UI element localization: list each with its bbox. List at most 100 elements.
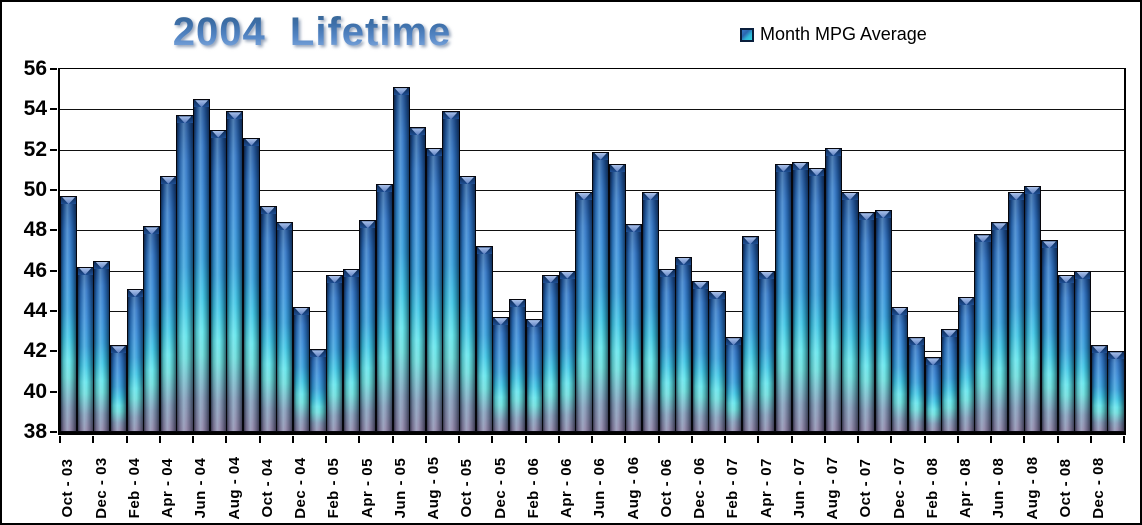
x-tick [724,436,726,443]
x-tick-label: Aug - 08 [1023,456,1041,520]
x-tick-label: Feb - 06 [524,457,542,519]
x-tick-label: Feb - 08 [923,457,941,519]
bar [326,274,344,432]
y-tick [50,108,57,111]
x-tick-label: Apr - 07 [757,458,775,518]
legend-series-label: Month MPG Average [760,24,927,44]
bar [375,183,394,432]
bar [159,175,177,432]
x-tick [624,436,627,443]
y-tick-label: 44 [23,299,47,322]
bar [957,296,975,432]
x-tick-label: Feb - 07 [724,457,742,519]
x-tick [424,436,427,443]
bar [575,192,593,432]
bar [209,129,227,432]
bar [93,260,111,432]
y-tick-label: 50 [23,178,47,201]
bar [276,222,294,432]
y-tick-label: 52 [23,137,47,161]
bar [592,151,610,432]
bar [625,224,643,432]
bar [691,280,709,432]
x-tick-label: Oct - 08 [1056,458,1074,518]
bar [675,256,693,432]
bar [442,111,460,432]
y-tick [50,68,57,70]
bar [425,147,443,432]
x-tick [790,436,793,443]
x-tick-label: Jun - 07 [790,457,808,519]
x-tick [391,436,394,443]
bar [841,192,859,432]
bar [1090,345,1108,432]
bar [874,210,892,432]
x-tick-label: Jun - 08 [990,457,1008,519]
bar [475,246,493,432]
bar [941,329,959,432]
x-tick-label: Dec - 03 [92,457,110,519]
y-tick [50,269,57,272]
bar [741,236,759,432]
bar [974,234,992,432]
bar [76,266,94,432]
bar [641,192,660,432]
y-tick [50,310,57,312]
x-tick [491,436,494,443]
x-tick [690,436,693,443]
bar [924,357,942,432]
bar [126,288,144,432]
x-tick-label: Aug - 04 [225,456,243,520]
x-tick-label: Oct - 04 [258,458,276,518]
bar [359,220,377,432]
bar [774,163,793,432]
y-tick-label: 46 [23,258,47,282]
x-tick-label: Jun - 05 [391,457,409,519]
x-tick [557,436,560,443]
bar [492,317,510,432]
x-tick [125,436,128,443]
bar [459,175,477,432]
bar [808,167,826,432]
bar [193,99,211,432]
y-tick-label: 38 [23,420,47,443]
x-tick-label: Dec - 06 [691,457,709,519]
x-tick-label: Oct - 03 [59,458,77,518]
bar [858,212,876,432]
bar [109,345,128,432]
x-tick [923,436,926,443]
gridline [60,109,1124,111]
bar [907,337,926,432]
x-tick [258,436,261,443]
gridline [60,149,1124,151]
bar [242,137,261,432]
bar [60,196,78,432]
y-tick-label: 48 [23,218,47,242]
bar [542,274,560,432]
x-tick [358,436,361,443]
bar [525,319,543,432]
x-tick [92,436,95,443]
x-tick-label: Apr - 04 [159,458,177,518]
x-tick [225,436,228,443]
x-tick-label: Dec - 07 [890,457,908,519]
x-tick [1123,436,1125,443]
bar [658,268,676,432]
legend-series-marker-icon [740,27,754,42]
y-tick [50,148,57,151]
x-tick-label: Aug - 05 [425,456,443,520]
chart-title: 2004 Lifetime [152,10,472,55]
x-tick-label: Dec - 05 [491,457,509,519]
y-tick-label: 54 [23,97,47,121]
bar [991,222,1009,432]
x-tick-label: Oct - 07 [857,458,875,518]
bar [558,270,576,432]
bar [143,226,161,432]
bar [1057,274,1075,432]
x-tick [158,436,161,443]
y-tick [50,390,57,393]
bar [176,115,194,432]
x-tick [890,436,893,443]
x-tick [59,436,61,443]
